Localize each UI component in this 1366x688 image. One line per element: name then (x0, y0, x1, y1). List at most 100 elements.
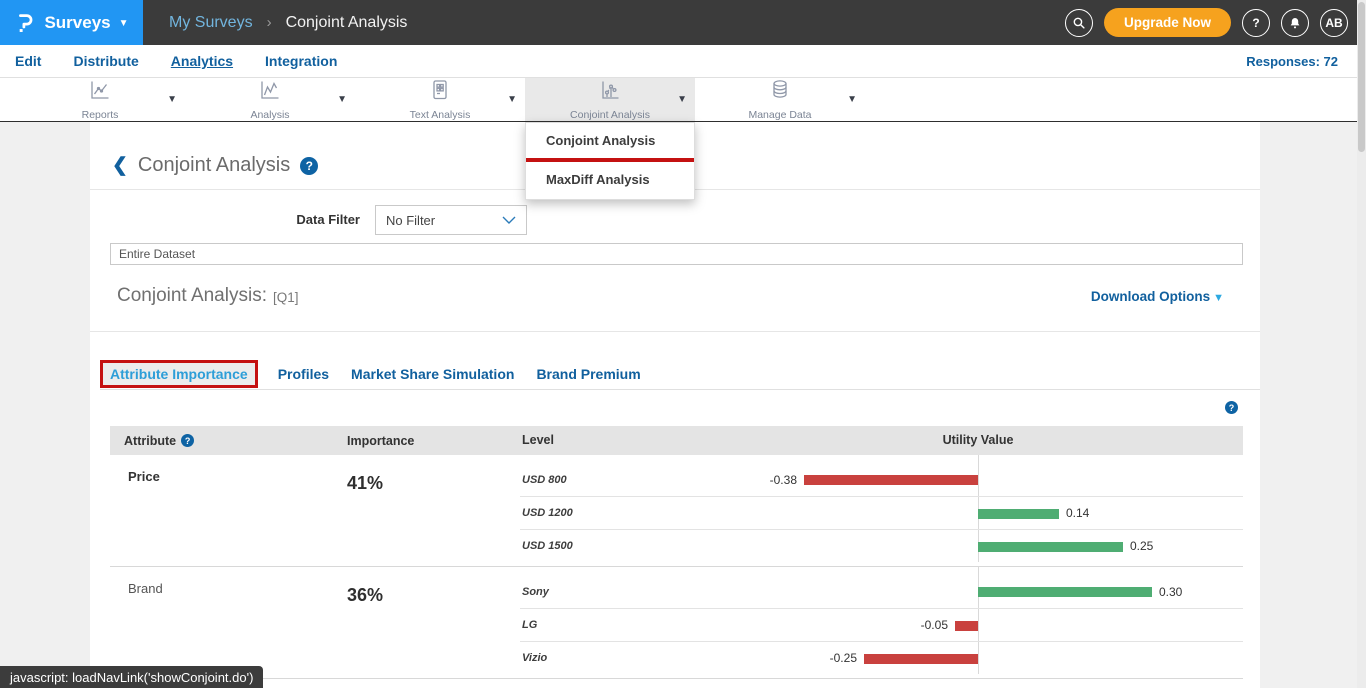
page-help-icon[interactable]: ? (300, 156, 319, 175)
toolbar-item-analysis[interactable]: Analysis ▼ (185, 78, 355, 121)
text-analysis-icon (428, 78, 452, 107)
header-importance: Importance (347, 433, 415, 448)
back-chevron-icon[interactable]: ❮ (112, 155, 128, 176)
page-scrollbar (1357, 0, 1366, 688)
section-question-code: [Q1] (273, 290, 299, 305)
utility-value-label: 0.30 (1159, 584, 1183, 599)
toolbar-item-conjoint-analysis[interactable]: Conjoint Analysis ▼ (525, 78, 695, 121)
download-options-label: Download Options (1090, 289, 1211, 304)
toolbar-caret-icon[interactable]: ▼ (337, 94, 347, 105)
questionpro-logo-icon (19, 13, 33, 32)
brand-menu[interactable]: Surveys ▼ (0, 0, 143, 45)
annotation-red-line (526, 158, 694, 162)
top-actions: Upgrade Now ? AB (1064, 8, 1348, 37)
page-title: Conjoint Analysis (137, 154, 291, 176)
level-row-sony: Sony 0.30 (520, 575, 1243, 608)
download-caret-icon: ▼ (1213, 292, 1224, 304)
data-filter-value: No Filter (386, 212, 436, 228)
help-icon: ? (1252, 15, 1260, 30)
download-options-button[interactable]: Download Options ▼ (1091, 289, 1224, 304)
brand-product-name: Surveys (44, 12, 111, 32)
scrollbar-thumb[interactable] (1358, 2, 1365, 152)
section-divider (90, 331, 1260, 332)
toolbar-caret-icon[interactable]: ▼ (507, 94, 517, 105)
header-level-label: Level (522, 433, 554, 447)
toolbar-item-label: Analysis (250, 109, 290, 121)
nav-item-edit[interactable]: Edit (15, 53, 42, 69)
level-row-usd-1500: USD 1500 0.25 (520, 529, 1243, 562)
notifications-button[interactable] (1281, 8, 1309, 37)
avatar-initials: AB (1325, 15, 1343, 30)
zero-axis-line (978, 455, 979, 562)
toolbar-caret-icon[interactable]: ▼ (677, 94, 687, 105)
header-attribute: Attribute ? (110, 434, 347, 448)
breadcrumb-my-surveys[interactable]: My Surveys (169, 13, 253, 31)
breadcrumb-current: Conjoint Analysis (285, 13, 408, 31)
utility-table: Attribute ? Importance Level Utility Val… (110, 426, 1243, 679)
search-button[interactable] (1064, 8, 1093, 37)
importance-value: 41% (347, 473, 384, 493)
level-row-usd-800: USD 800 -0.38 (520, 463, 1243, 496)
search-icon (1073, 17, 1085, 29)
toolbar-caret-icon[interactable]: ▼ (847, 94, 857, 105)
tab-profiles[interactable]: Profiles (277, 365, 330, 382)
conjoint-analysis-icon (598, 78, 622, 107)
tab-attribute-importance[interactable]: Attribute Importance (100, 359, 258, 388)
section-heading-row: Conjoint Analysis: [Q1] Download Options… (90, 277, 1260, 317)
table-body: Price 41% USD 800 -0.38 USD 1200 0.14 USD 1500… (110, 455, 1243, 679)
level-row-vizio: Vizio -0.25 (520, 641, 1243, 674)
help-button[interactable]: ? (1242, 8, 1270, 37)
zero-axis-line (978, 567, 979, 674)
responses-count: Responses: 72 (1246, 53, 1338, 69)
nav-item-integration[interactable]: Integration (265, 53, 338, 69)
breadcrumb-separator-icon: › (266, 14, 272, 31)
toolbar-item-reports[interactable]: Reports ▼ (15, 78, 185, 121)
attribute-help-icon[interactable]: ? (181, 434, 195, 447)
toolbar-item-manage-data[interactable]: Manage Data ▼ (695, 78, 865, 121)
level-name: LG (522, 619, 538, 631)
level-name: USD 1500 (522, 540, 573, 552)
header-attribute-label: Attribute (124, 433, 177, 448)
table-help-icon[interactable]: ? (1225, 401, 1238, 414)
result-tabs: Attribute Importance Profiles Market Share… (100, 358, 1260, 390)
toolbar-item-label: Manage Data (748, 109, 812, 121)
attribute-name: Brand (128, 581, 163, 596)
level-name: Sony (522, 585, 549, 598)
subnav-items: Edit Distribute Analytics Integration (0, 53, 337, 69)
utility-value-label: 0.25 (1130, 539, 1154, 553)
data-filter-select[interactable]: No Filter (375, 205, 527, 235)
dataset-field[interactable]: Entire Dataset (110, 243, 1243, 265)
menu-item-conjoint-analysis[interactable]: Conjoint Analysis (546, 133, 656, 148)
toolbar-item-label: Reports (81, 109, 119, 121)
menu-item-maxdiff-analysis[interactable]: MaxDiff Analysis (546, 172, 650, 187)
tab-brand-premium[interactable]: Brand Premium (536, 365, 641, 382)
data-filter-label: Data Filter (296, 212, 360, 227)
breadcrumb: My Surveys › Conjoint Analysis (169, 14, 407, 32)
level-name: USD 1200 (522, 507, 573, 519)
chevron-down-icon (502, 216, 516, 224)
attribute-name: Price (128, 469, 160, 484)
utility-bar (955, 621, 978, 631)
utility-bar (978, 587, 1152, 597)
toolbar-caret-icon[interactable]: ▼ (167, 94, 177, 105)
conjoint-dropdown-menu: Conjoint Analysis MaxDiff Analysis (525, 122, 695, 200)
status-bar: javascript: loadNavLink('showConjoint.do… (0, 666, 264, 688)
nav-item-distribute[interactable]: Distribute (73, 53, 139, 69)
analytics-toolbar: Reports ▼ Analysis ▼ Text Analysis ▼ Conjoint … (0, 78, 1366, 122)
content-panel: ❮ Conjoint Analysis ? Data Filter No Fil… (90, 122, 1260, 688)
upgrade-now-button[interactable]: Upgrade Now (1103, 8, 1231, 37)
tab-market-share-simulation[interactable]: Market Share Simulation (351, 365, 515, 382)
table-header: Attribute ? Importance Level Utility Val… (110, 426, 1243, 455)
level-name: Vizio (522, 652, 548, 664)
nav-item-analytics[interactable]: Analytics (170, 53, 234, 69)
avatar[interactable]: AB (1320, 8, 1348, 37)
utility-value-label: 0.14 (1066, 506, 1090, 520)
level-name: USD 800 (522, 473, 567, 486)
brand-caret-icon: ▼ (118, 18, 129, 29)
utility-bar (804, 475, 978, 485)
header-levels: Level Utility Value (520, 426, 1243, 455)
toolbar-item-text-analysis[interactable]: Text Analysis ▼ (355, 78, 525, 121)
attribute-group-brand: Brand 36% Sony 0.30 LG -0.05 Vizio -0.25 (110, 567, 1243, 679)
bell-icon (1290, 17, 1300, 28)
